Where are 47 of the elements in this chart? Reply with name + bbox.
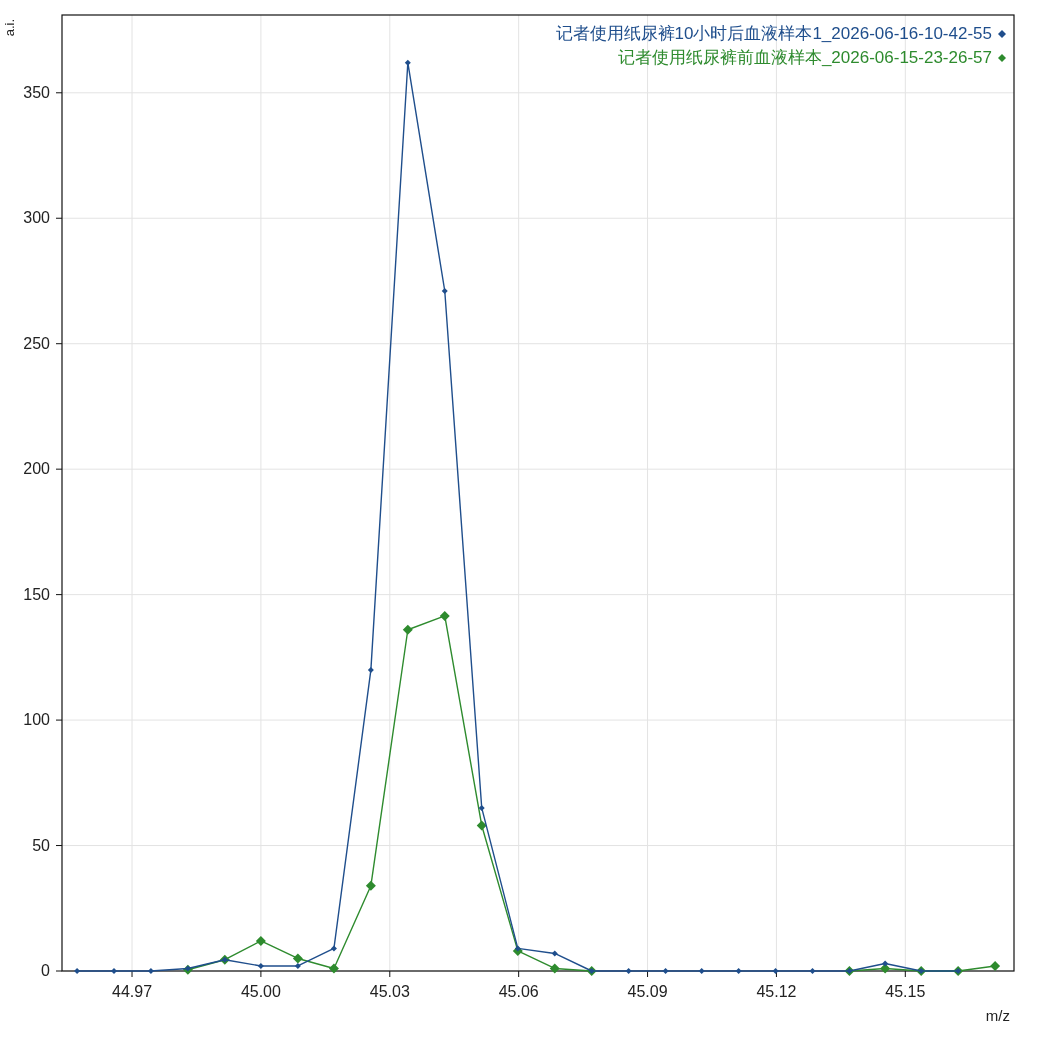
- point: [809, 968, 816, 974]
- point: [441, 288, 448, 295]
- point: [990, 960, 1001, 971]
- point: [255, 935, 266, 946]
- y-axis-title: a.i.: [2, 19, 17, 37]
- point: [514, 945, 521, 952]
- y-tick-label: 0: [41, 962, 51, 979]
- x-tick-label: 45.09: [627, 983, 668, 1000]
- point: [549, 963, 560, 974]
- point: [476, 820, 487, 831]
- point: [478, 804, 485, 811]
- point: [439, 610, 450, 621]
- y-tick-label: 100: [23, 711, 51, 729]
- point: [662, 968, 669, 974]
- y-tick-label: 150: [23, 585, 51, 603]
- point: [328, 963, 339, 974]
- y-tick-label: 250: [23, 334, 51, 352]
- point: [735, 968, 742, 974]
- point: [698, 968, 705, 974]
- y-tick-label: 50: [32, 836, 51, 854]
- x-tick-label: 45.06: [498, 983, 539, 1000]
- point: [404, 59, 411, 66]
- point: [402, 624, 413, 635]
- legend-label: 记者使用纸尿裤前血液样本_2026-06-15-23-26-57: [617, 48, 992, 67]
- point: [367, 666, 374, 673]
- point: [882, 960, 889, 967]
- point: [772, 968, 779, 974]
- x-axis-title: m/z: [985, 1007, 1010, 1024]
- point: [365, 880, 376, 891]
- x-tick-label: 45.03: [369, 983, 410, 1000]
- x-tick-label: 45.15: [885, 983, 926, 1000]
- point: [625, 968, 632, 974]
- y-tick-label: 200: [23, 460, 51, 478]
- point: [294, 962, 301, 969]
- x-tick-label: 45.12: [756, 983, 797, 1000]
- point: [147, 968, 154, 974]
- x-tick-label: 44.97: [112, 983, 153, 1000]
- y-tick-label: 300: [23, 209, 51, 227]
- point: [257, 962, 264, 969]
- point: [292, 953, 303, 964]
- point: [110, 968, 117, 974]
- x-tick-label: 45.00: [240, 983, 282, 1000]
- y-tick-label: 350: [23, 83, 51, 101]
- point: [74, 968, 81, 974]
- legend-label: 记者使用纸尿裤10小时后血液样本1_2026-06-16-10-42-55: [555, 24, 992, 43]
- point: [551, 950, 558, 957]
- point: [330, 945, 337, 952]
